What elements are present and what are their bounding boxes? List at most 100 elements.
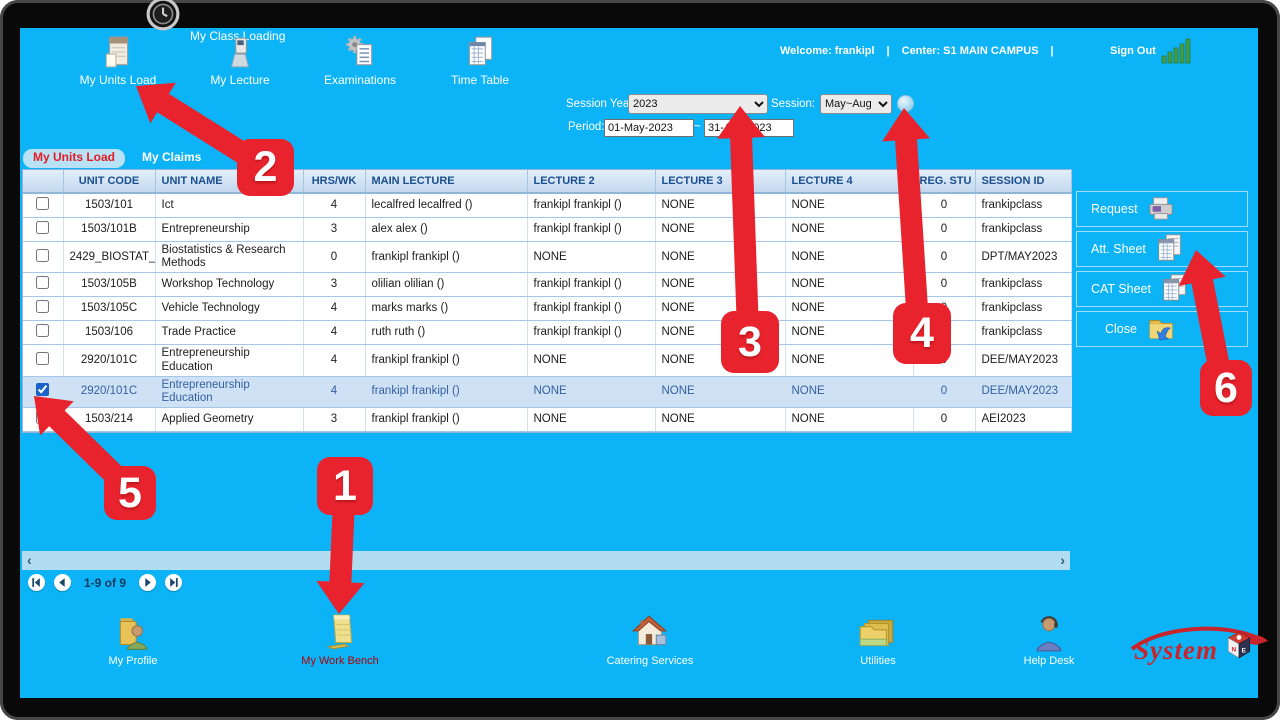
workbench-icon — [280, 613, 400, 653]
toolbar-item-label: My Work Bench — [301, 655, 379, 667]
cell: frankipclass — [975, 320, 1072, 346]
cell: frankipl frankipl () — [527, 272, 656, 298]
nav-item-time-table[interactable]: Time Table — [420, 33, 540, 87]
cell: 3 — [303, 272, 366, 298]
period-from-input[interactable] — [604, 119, 694, 137]
action-label: Request — [1091, 202, 1138, 216]
table-row[interactable]: 1503/105C Vehicle Technology 4 marks marks … — [23, 296, 1072, 322]
row-checkbox[interactable] — [36, 411, 50, 425]
period-to-input[interactable] — [704, 119, 794, 137]
toolbar-item-utilities[interactable]: Utilities — [815, 613, 941, 667]
row-checkbox[interactable] — [36, 276, 50, 290]
cell: lecalfred lecalfred () — [365, 193, 528, 218]
logo-text: System — [1134, 635, 1218, 665]
welcome-text: Welcome: frankipl — [780, 45, 875, 57]
row-checkbox[interactable] — [36, 196, 50, 210]
toolbar-item-label: Catering Services — [606, 655, 694, 667]
cell: Workshop Technology — [155, 272, 304, 298]
table-row[interactable]: 1503/101 Ict 4 lecalfred lecalfred () franki… — [23, 193, 1072, 218]
row-checkbox-cell — [23, 320, 64, 346]
toolbar-item-my-work-bench[interactable]: My Work Bench — [280, 613, 400, 667]
row-checkbox[interactable] — [36, 324, 50, 338]
column-header-UNIT NAME[interactable]: UNIT NAME — [155, 170, 304, 194]
table-row[interactable]: 1503/105B Workshop Technology 3 olilian oli… — [23, 272, 1072, 298]
page-next-button[interactable] — [139, 574, 157, 591]
page-first-button[interactable] — [28, 574, 45, 591]
cell: 1503/105B — [63, 272, 156, 298]
sheet-icon — [1159, 272, 1191, 307]
column-header-HRS/WK[interactable]: HRS/WK — [303, 170, 366, 194]
table-row[interactable]: 2920/101C Entrepreneurship Education 4 fran… — [23, 376, 1072, 409]
printer-icon — [1146, 195, 1176, 224]
horizontal-scrollbar[interactable]: ‹ › — [22, 551, 1070, 570]
column-header-REG. STU[interactable]: REG. STU — [913, 170, 976, 194]
cell: 4 — [303, 193, 366, 218]
cell: NONE — [527, 376, 656, 409]
toolbar-item-help-desk[interactable]: Help Desk — [986, 613, 1112, 667]
cell: NONE — [655, 376, 786, 409]
page-prev-button[interactable] — [54, 574, 71, 591]
page-last-button[interactable] — [165, 574, 183, 591]
row-checkbox[interactable] — [36, 300, 50, 314]
nav-item-examinations[interactable]: Examinations — [300, 33, 420, 87]
table-row[interactable]: 1503/106 Trade Practice 4 ruth ruth () frank… — [23, 320, 1072, 346]
tab-my-units-load[interactable]: My Units Load — [23, 149, 126, 168]
row-checkbox[interactable] — [36, 383, 50, 397]
column-header-MAIN LECTURE[interactable]: MAIN LECTURE — [365, 170, 528, 194]
action-cat-sheet[interactable]: CAT Sheet — [1076, 271, 1248, 307]
scroll-right-icon[interactable]: › — [1060, 552, 1065, 568]
table-row[interactable]: 1503/214 Applied Geometry 3 frankipl franki… — [23, 407, 1072, 433]
cell: 2920/101C — [63, 344, 156, 377]
session-select[interactable]: May~Aug — [820, 94, 892, 114]
nav-item-my-lecture[interactable]: My Lecture — [180, 33, 300, 87]
cell: NONE — [655, 344, 786, 377]
cell: 1503/101 — [63, 193, 156, 218]
table-row[interactable]: 2920/101C Entrepreneurship Education 4 fran… — [23, 344, 1072, 377]
cell: AEI2023 — [975, 407, 1072, 433]
row-checkbox[interactable] — [36, 220, 50, 234]
row-checkbox[interactable] — [36, 352, 50, 366]
svg-text:N: N — [1231, 646, 1236, 653]
column-header-LECTURE 3[interactable]: LECTURE 3 — [655, 170, 786, 194]
action-label: CAT Sheet — [1091, 282, 1151, 296]
row-checkbox[interactable] — [36, 248, 50, 262]
separator: | — [886, 45, 890, 57]
action-att--sheet[interactable]: Att. Sheet — [1076, 231, 1248, 267]
toolbar-item-my-profile[interactable]: My Profile — [73, 613, 193, 667]
cell: 4 — [303, 344, 366, 377]
period-label: Period: — [568, 121, 605, 133]
nav-item-my-units-load[interactable]: My Units Load — [58, 33, 178, 87]
lookup-ball-icon[interactable] — [897, 95, 914, 112]
column-header-SESSION ID[interactable]: SESSION ID — [975, 170, 1072, 194]
action-request[interactable]: Request — [1076, 191, 1248, 227]
action-close[interactable]: Close — [1076, 311, 1248, 347]
toolbar-item-catering-services[interactable]: Catering Services — [583, 613, 717, 667]
table-row[interactable]: 1503/101B Entrepreneurship 3 alex alex () fr… — [23, 217, 1072, 242]
toolbar-item-label: Help Desk — [1023, 655, 1075, 667]
sign-out-link[interactable]: Sign Out — [1110, 45, 1156, 57]
separator: | — [1050, 45, 1054, 57]
cell: 1503/106 — [63, 320, 156, 346]
column-header-checkbox[interactable] — [23, 170, 64, 194]
cell: 0 — [913, 296, 976, 322]
cell: frankipclass — [975, 193, 1072, 218]
cell: 0 — [913, 272, 976, 298]
scroll-left-icon[interactable]: ‹ — [27, 552, 32, 568]
cell: 2429_BIOSTAT_ — [63, 241, 156, 274]
column-header-LECTURE 2[interactable]: LECTURE 2 — [527, 170, 656, 194]
table-row[interactable]: 2429_BIOSTAT_ Biostatistics & Research Me… — [23, 241, 1072, 274]
cell: 4 — [303, 296, 366, 322]
units-table: UNIT CODE UNIT NAME HRS/WK MAIN LECTURE LECT… — [22, 169, 1072, 434]
cell: Ict — [155, 193, 304, 218]
gear-list-icon — [300, 33, 420, 71]
cell: 2920/101C — [63, 376, 156, 409]
cell: frankipl frankipl () — [527, 296, 656, 322]
cell: NONE — [655, 320, 786, 346]
column-header-LECTURE 4[interactable]: LECTURE 4 — [785, 170, 914, 194]
grid-pages-icon — [420, 33, 540, 71]
tab-my-claims[interactable]: My Claims — [142, 150, 202, 164]
column-header-UNIT CODE[interactable]: UNIT CODE — [63, 170, 156, 194]
cell: frankipclass — [975, 296, 1072, 322]
session-year-select[interactable]: 2023 — [628, 94, 768, 114]
cell: frankipl frankipl () — [365, 241, 528, 274]
